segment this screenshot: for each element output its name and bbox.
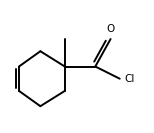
Text: O: O bbox=[106, 24, 115, 34]
Text: Cl: Cl bbox=[124, 74, 135, 84]
